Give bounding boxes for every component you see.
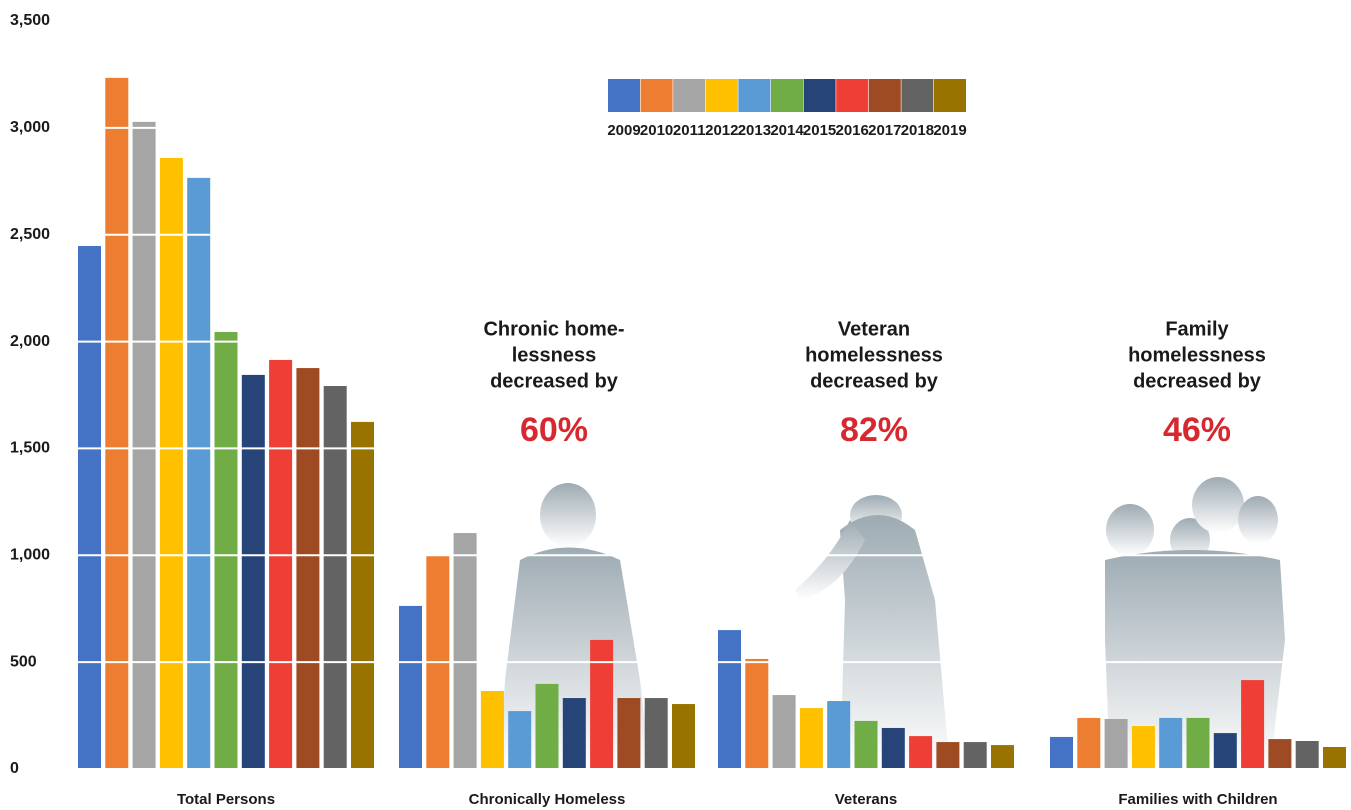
x-tick-label: Chronically Homeless	[469, 791, 626, 808]
legend-swatch	[640, 79, 673, 112]
legend-label: 2010	[640, 122, 673, 139]
legend-label: 2009	[607, 122, 640, 139]
bar	[936, 742, 960, 769]
annotation-text: Chronic home-	[483, 318, 624, 340]
annotation-text: homelessness	[1128, 344, 1266, 366]
bar	[881, 727, 905, 769]
bar	[1159, 717, 1183, 769]
y-tick-label: 3,000	[10, 119, 50, 136]
bar	[963, 742, 987, 769]
bar	[1213, 733, 1237, 769]
legend-label: 2011	[673, 122, 706, 139]
bar	[718, 630, 741, 769]
annotation-value: 82%	[840, 411, 908, 449]
bar	[617, 698, 641, 769]
bar	[1241, 680, 1265, 769]
bar	[1186, 717, 1210, 769]
legend-swatch	[771, 79, 803, 112]
legend-label: 2019	[933, 122, 966, 139]
bar	[562, 698, 586, 769]
bar	[453, 533, 477, 769]
bar	[991, 745, 1014, 769]
y-tick-label: 500	[10, 653, 37, 670]
bar	[480, 690, 504, 769]
bar	[323, 386, 347, 769]
annotation-value: 46%	[1163, 411, 1231, 449]
annotation-value: 60%	[520, 411, 588, 449]
bar	[241, 374, 265, 769]
legend-swatch	[901, 79, 934, 112]
bar	[1077, 717, 1101, 769]
bar	[644, 698, 668, 769]
legend-label: 2016	[836, 122, 869, 139]
legend-swatch	[608, 79, 640, 112]
bar	[399, 605, 422, 769]
x-tick-label: Families with Children	[1118, 791, 1277, 808]
y-tick-label: 2,000	[10, 333, 50, 350]
legend-label: 2015	[803, 122, 836, 139]
y-tick-label: 1,000	[10, 547, 50, 564]
bar	[1131, 726, 1155, 769]
bar	[745, 658, 769, 769]
legend-swatch	[868, 79, 901, 112]
legend-swatch	[738, 79, 771, 112]
bar	[187, 177, 211, 770]
bar	[159, 157, 183, 770]
bar	[214, 331, 238, 769]
bar	[105, 77, 129, 769]
legend-label: 2018	[901, 122, 934, 139]
bar	[296, 368, 320, 769]
legend-label: 2017	[868, 122, 901, 139]
annotation-text: decreased by	[1133, 370, 1262, 392]
bar	[827, 701, 851, 769]
legend-swatch	[836, 79, 869, 112]
bar	[535, 683, 559, 769]
legend-label: 2012	[705, 122, 738, 139]
annotation-text: homelessness	[805, 344, 943, 366]
legend-label: 2014	[770, 122, 804, 139]
legend-swatch	[803, 79, 836, 112]
bar	[1323, 746, 1346, 769]
bar	[351, 421, 374, 769]
annotation-text: Veteran	[838, 318, 910, 340]
annotation-text: decreased by	[490, 370, 619, 392]
bar	[1104, 718, 1128, 769]
legend-label: 2013	[738, 122, 771, 139]
bar	[799, 708, 823, 769]
y-tick-label: 0	[10, 760, 19, 777]
bar	[672, 704, 695, 769]
legend-swatch	[705, 79, 738, 112]
bar	[269, 359, 293, 769]
y-tick-label: 1,500	[10, 440, 50, 457]
bar	[1295, 741, 1319, 769]
y-tick-label: 3,500	[10, 12, 50, 29]
bar	[772, 695, 796, 769]
legend-swatch	[934, 79, 966, 112]
bar	[590, 639, 614, 769]
annotation-text: lessness	[512, 344, 597, 366]
annotation-text: Family	[1165, 318, 1229, 340]
bar	[132, 121, 156, 769]
x-tick-label: Veterans	[835, 791, 898, 808]
bar	[854, 720, 878, 769]
bar	[1268, 739, 1292, 769]
y-tick-label: 2,500	[10, 226, 50, 243]
annotation-text: decreased by	[810, 370, 939, 392]
bar	[1050, 736, 1073, 769]
bar	[909, 736, 933, 769]
bar	[78, 246, 101, 769]
bar	[508, 711, 532, 769]
legend-swatch	[673, 79, 706, 112]
x-tick-label: Total Persons	[177, 791, 275, 808]
